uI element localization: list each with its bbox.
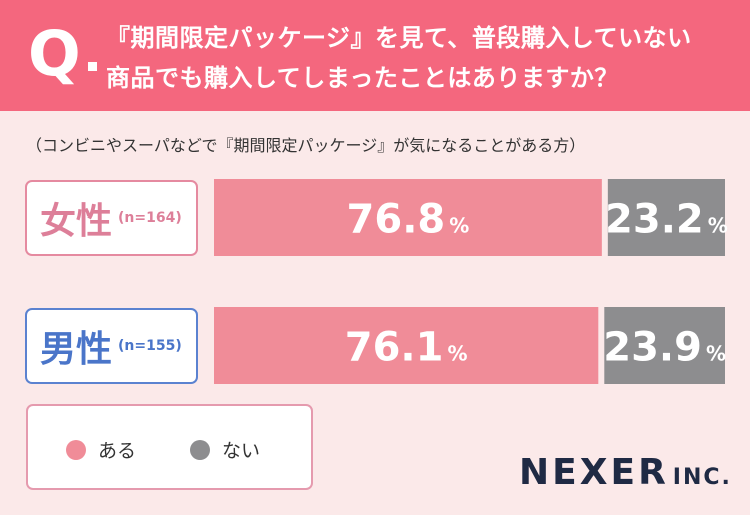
category-label-male: 男性 (n=155) [25, 308, 198, 384]
logo-sub: INC. [672, 465, 732, 490]
bar-no-0 [607, 179, 725, 256]
logo-main: NEXER [519, 452, 669, 493]
bar-yes-1 [214, 307, 599, 384]
question-line-2: 商品でも購入してしまったことはありますか？ [106, 64, 619, 92]
data-label: 23.9% [603, 325, 726, 371]
legend-dot-yes [66, 439, 86, 460]
question-header: Q 『期間限定パッケージ』を見て、普段購入していない 商品でも購入してしまったこ… [0, 0, 750, 111]
legend-item-no: ない [190, 436, 260, 463]
category-name: 女性 [40, 201, 113, 242]
data-label: 76.1% [345, 325, 468, 371]
subtitle: （コンビニやスーパなどで『期間限定パッケージ』が気になることがある方） [26, 136, 586, 155]
category-sample-size: (n=164) [118, 210, 182, 226]
q-mark: Q [28, 17, 81, 90]
nexer-logo: NEXER INC. [519, 452, 732, 493]
data-label: 76.8% [347, 197, 470, 243]
legend-item-yes: ある [66, 436, 136, 463]
question-line-1: 『期間限定パッケージ』を見て、普段購入していない [106, 24, 692, 52]
legend-label: ない [222, 440, 261, 462]
legend-label: ある [98, 440, 137, 462]
category-label-female: 女性 (n=164) [25, 180, 198, 256]
bar-no-1 [604, 307, 725, 384]
bar-yes-0 [214, 179, 602, 256]
legend: ある ない [26, 404, 313, 490]
q-dot [88, 62, 97, 71]
category-name: 男性 [40, 329, 113, 370]
category-sample-size: (n=155) [118, 338, 182, 354]
legend-dot-no [190, 439, 210, 460]
data-label: 23.2% [605, 197, 728, 243]
